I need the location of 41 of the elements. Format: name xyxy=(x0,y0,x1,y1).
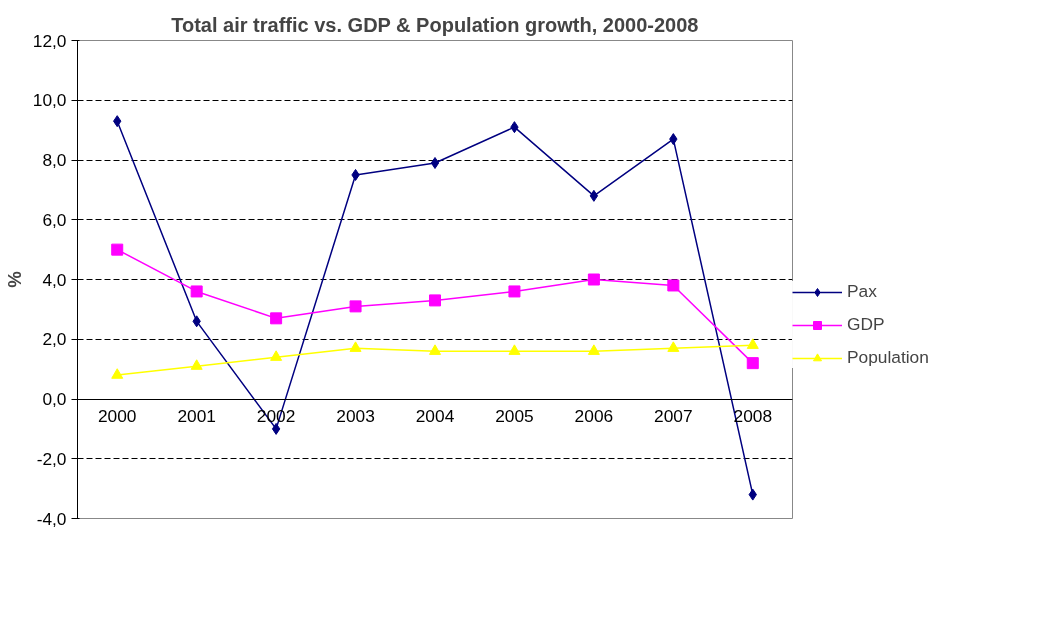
point xyxy=(589,189,599,202)
x-tick-label: 2007 xyxy=(654,406,693,426)
point xyxy=(349,300,362,313)
point xyxy=(429,294,441,307)
point xyxy=(587,273,600,286)
y-tick-label: 0,0 xyxy=(42,389,67,409)
point xyxy=(508,285,521,298)
point xyxy=(111,243,124,256)
y-tick-label: 2,0 xyxy=(42,329,67,350)
point xyxy=(111,368,124,379)
point xyxy=(746,338,759,349)
point xyxy=(746,357,759,370)
x-tick-label: 2004 xyxy=(415,406,455,426)
x-tick-label: 2000 xyxy=(97,406,137,426)
legend-label: Population xyxy=(847,347,929,368)
y-tick-label: 10,0 xyxy=(32,90,67,111)
y-tick-label: -4,0 xyxy=(36,508,67,529)
point xyxy=(667,279,680,292)
x-tick-label: 2005 xyxy=(495,406,534,426)
point xyxy=(270,312,283,325)
point xyxy=(667,341,680,352)
y-tick-label: 6,0 xyxy=(42,209,67,230)
legend-label: Pax xyxy=(847,281,877,302)
chart-title: Total air traffic vs. GDP & Population growth, 2000-2008 xyxy=(171,13,699,36)
point xyxy=(190,359,203,370)
point xyxy=(270,350,283,361)
point xyxy=(508,344,521,355)
y-tick-label: 8,0 xyxy=(42,150,67,170)
x-tick-label: 2006 xyxy=(574,406,614,426)
x-tick-label: 2003 xyxy=(336,406,375,426)
y-axis-title: % xyxy=(3,270,25,288)
y-tick-label: 12,0 xyxy=(32,30,67,51)
y-tick-label: 4,0 xyxy=(42,269,67,290)
point xyxy=(349,341,362,352)
point xyxy=(429,344,441,355)
point xyxy=(587,344,600,355)
point xyxy=(190,285,203,298)
y-tick-label: -2,0 xyxy=(36,448,67,469)
point xyxy=(430,156,440,169)
x-tick-label: 2001 xyxy=(177,406,216,426)
legend-label: GDP xyxy=(847,314,885,335)
